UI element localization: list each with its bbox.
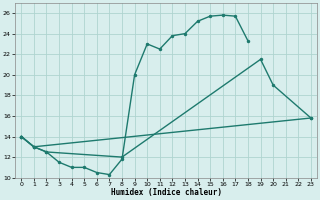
X-axis label: Humidex (Indice chaleur): Humidex (Indice chaleur) (111, 188, 221, 197)
